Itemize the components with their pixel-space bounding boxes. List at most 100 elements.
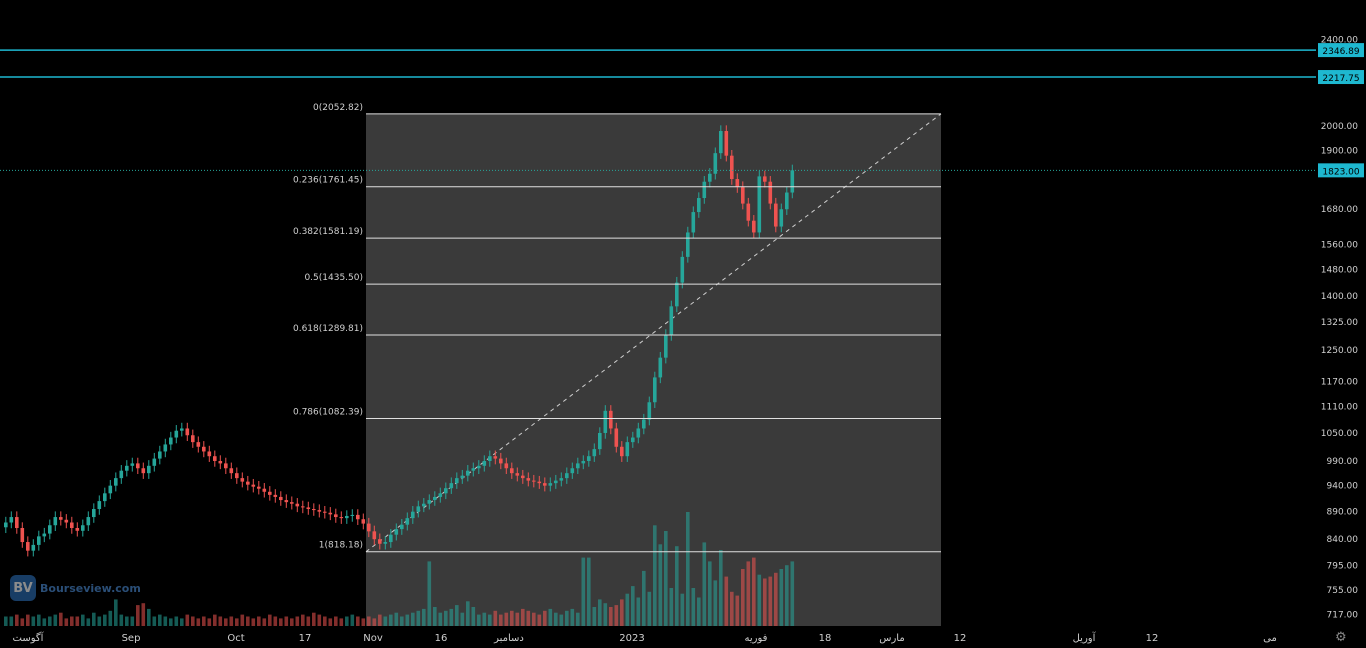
candle-body — [636, 428, 641, 438]
candle-body — [191, 435, 195, 443]
candle — [350, 509, 355, 522]
candle-body — [427, 500, 432, 504]
time-axis[interactable]: آگوست Sep Oct 17 Nov 16 دسامبر 2023 فوریه 18 مارس 1… — [13, 631, 1277, 644]
volume-bar — [185, 614, 190, 626]
candle — [598, 427, 602, 455]
candle — [339, 511, 344, 524]
price-axis[interactable]: 2400.00 2000.00 1900.00 1680.00 1560.00 1480.… — [1321, 35, 1358, 620]
candle-body — [301, 506, 305, 508]
volume-bar — [526, 610, 531, 626]
candle-body — [394, 529, 399, 535]
volume-bar — [752, 557, 756, 626]
settings-gear-icon[interactable]: ⚙ — [1335, 630, 1347, 645]
candle-body — [598, 432, 602, 450]
candle-body — [433, 496, 437, 501]
candle-body — [383, 542, 388, 544]
price-tick-label: 1250.00 — [1321, 346, 1358, 356]
candle-body — [306, 507, 311, 510]
candle-body — [158, 451, 162, 459]
volume-bar — [328, 618, 333, 626]
watermark: BV Bourseview.com — [10, 575, 141, 601]
volume-bar — [119, 614, 124, 626]
volume-bar — [680, 593, 685, 626]
volume-bar — [532, 612, 536, 626]
candle-body — [471, 468, 476, 471]
volume-bar — [433, 607, 437, 626]
candle-body — [592, 449, 597, 457]
candle — [625, 436, 630, 462]
candle — [521, 469, 525, 484]
price-tick-label: 755.00 — [1327, 586, 1359, 596]
candle — [405, 512, 410, 531]
volume-bar — [763, 578, 767, 626]
time-tick-label: 17 — [299, 633, 312, 644]
volume-bar — [317, 614, 322, 626]
candle — [317, 504, 322, 518]
candle-body — [482, 460, 487, 466]
volume-bar — [537, 614, 542, 626]
candle-body — [295, 503, 300, 507]
volume-bar — [383, 616, 388, 626]
candle-body — [53, 517, 58, 526]
candle — [675, 276, 679, 313]
candle — [290, 496, 294, 510]
candle — [565, 467, 569, 484]
candle — [532, 474, 536, 488]
volume-bar — [675, 546, 679, 626]
candle-body — [686, 232, 690, 257]
candle-body — [576, 463, 580, 469]
volume-bar — [422, 608, 426, 626]
candle — [42, 527, 47, 543]
candle-body — [510, 468, 514, 474]
volume-bar — [64, 618, 69, 626]
candle — [642, 413, 646, 435]
volume-bar — [697, 597, 701, 626]
candle — [466, 465, 470, 482]
candle — [108, 479, 113, 500]
candle — [686, 226, 690, 263]
candle-body — [367, 523, 371, 532]
candle — [752, 215, 756, 239]
candle-body — [356, 514, 360, 520]
candle-body — [675, 282, 679, 307]
fibonacci-levels[interactable]: 0(2052.82) 0.236(1761.45) 0.382(1581.19) 0.… — [293, 103, 941, 553]
candle-body — [174, 430, 179, 438]
candle — [757, 170, 762, 239]
candle-body — [763, 176, 767, 182]
candle-body — [26, 542, 30, 551]
candle — [389, 529, 393, 548]
candle — [515, 467, 520, 482]
candle — [378, 533, 382, 550]
volume-bar — [592, 607, 597, 626]
candle-body — [444, 488, 448, 494]
candle — [581, 455, 586, 470]
candle-body — [64, 519, 69, 523]
current-price-tag — [1318, 163, 1364, 178]
volume-bar — [53, 614, 58, 626]
candle — [9, 511, 14, 529]
candle-body — [581, 460, 586, 464]
candle — [708, 168, 712, 188]
volume-bar — [37, 614, 41, 626]
price-tick-label: 1110.00 — [1321, 403, 1358, 413]
candle — [576, 457, 580, 475]
price-tick-label: 1680.00 — [1321, 205, 1358, 215]
price-tick-label: 1560.00 — [1321, 241, 1358, 251]
candle-body — [273, 494, 278, 497]
volume-bar — [686, 512, 690, 626]
horizontal-levels[interactable]: 2346.89 2217.75 1823.00 — [0, 43, 1364, 178]
fib-level-label: 0.5(1435.50) — [304, 273, 363, 283]
candle-body — [42, 533, 47, 537]
candle — [367, 517, 371, 538]
volume-bar — [114, 599, 118, 626]
candle-body — [647, 402, 652, 420]
candle-body — [504, 463, 509, 469]
candle-body — [565, 473, 569, 479]
candle-body — [543, 483, 547, 486]
volume-bar — [86, 618, 91, 626]
candle — [361, 513, 366, 530]
candle-body — [587, 456, 591, 461]
candle-body — [136, 463, 140, 469]
candle-body — [603, 410, 608, 433]
